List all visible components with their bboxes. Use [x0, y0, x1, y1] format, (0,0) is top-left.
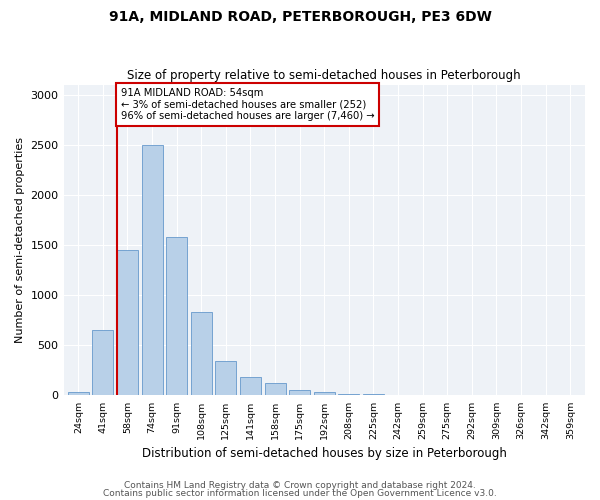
Y-axis label: Number of semi-detached properties: Number of semi-detached properties — [15, 137, 25, 343]
Bar — [142, 144, 163, 396]
Bar — [338, 394, 359, 396]
Bar — [289, 390, 310, 396]
Bar — [166, 237, 187, 396]
Title: Size of property relative to semi-detached houses in Peterborough: Size of property relative to semi-detach… — [127, 69, 521, 82]
Bar — [215, 362, 236, 396]
Bar — [240, 377, 261, 396]
Bar — [92, 330, 113, 396]
Bar — [68, 392, 89, 396]
Text: 91A MIDLAND ROAD: 54sqm
← 3% of semi-detached houses are smaller (252)
96% of se: 91A MIDLAND ROAD: 54sqm ← 3% of semi-det… — [121, 88, 374, 121]
Bar — [388, 395, 409, 396]
X-axis label: Distribution of semi-detached houses by size in Peterborough: Distribution of semi-detached houses by … — [142, 447, 507, 460]
Bar — [117, 250, 138, 396]
Text: Contains HM Land Registry data © Crown copyright and database right 2024.: Contains HM Land Registry data © Crown c… — [124, 481, 476, 490]
Bar — [314, 392, 335, 396]
Bar — [265, 384, 286, 396]
Bar — [191, 312, 212, 396]
Text: 91A, MIDLAND ROAD, PETERBOROUGH, PE3 6DW: 91A, MIDLAND ROAD, PETERBOROUGH, PE3 6DW — [109, 10, 491, 24]
Bar — [363, 394, 384, 396]
Text: Contains public sector information licensed under the Open Government Licence v3: Contains public sector information licen… — [103, 488, 497, 498]
